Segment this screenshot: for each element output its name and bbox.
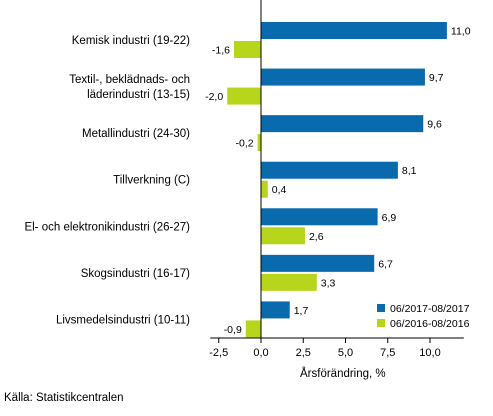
category-label: El- och elektronikindustri (26-27): [24, 221, 190, 233]
bar-2016: [261, 227, 305, 245]
bar-2017: [261, 208, 378, 226]
data-label: 6,9: [382, 212, 397, 224]
bar-2017: [261, 22, 447, 39]
category-label: läderindustri (13-15): [87, 89, 190, 101]
labels-layer: Kemisk industri (19-22) 11,0 -1,6 Textil-, …: [24, 26, 470, 336]
x-axis: -2,5 0,0 2,5 5,0 7,5 10,0 Årsförändring, %: [209, 0, 464, 380]
x-tick-label: 5,0: [338, 347, 353, 359]
x-tick-label: 2,5: [296, 347, 311, 359]
data-label: 8,1: [402, 165, 417, 177]
category-label: Skogsindustri (16-17): [81, 268, 190, 280]
bar-2017: [261, 161, 398, 179]
data-label: 0,4: [272, 184, 287, 196]
data-label: 9,6: [427, 119, 442, 131]
category-label: Textil-, beklädnads- och: [69, 74, 190, 86]
data-label: -0,2: [236, 138, 254, 150]
data-label: 2,6: [309, 231, 324, 243]
bar-2016: [227, 87, 261, 105]
data-label: 3,3: [321, 277, 336, 289]
bar-2016: [261, 180, 268, 198]
category-label: Kemisk industri (19-22): [72, 35, 190, 47]
data-label: 11,0: [451, 26, 471, 38]
data-label: 6,7: [378, 258, 393, 270]
bar-2017: [261, 68, 425, 86]
category-label: Metallindustri (24-30): [82, 128, 190, 140]
data-label: -0,9: [224, 324, 242, 336]
legend-swatch: [377, 319, 385, 327]
bar-2016: [261, 273, 317, 291]
data-label: -2,0: [205, 91, 223, 103]
bar-2017: [261, 115, 424, 133]
legend-label: 06/2017-08/2017: [390, 303, 470, 315]
legend-swatch: [377, 304, 385, 312]
legend-label: 06/2016-08/2016: [390, 318, 470, 330]
x-tick-label: -2,5: [209, 347, 228, 359]
bars-layer: [227, 22, 447, 338]
source-note: Källa: Statistikcentralen: [4, 392, 124, 404]
data-label: 1,7: [294, 305, 309, 317]
bar-2017: [261, 254, 375, 272]
data-label: -1,6: [212, 45, 230, 57]
bar-2017: [261, 301, 290, 319]
bar-2016: [233, 41, 261, 58]
category-label: Livsmedelsindustri (10-11): [56, 314, 190, 326]
x-tick-label: 7,5: [380, 347, 395, 359]
data-label: 9,7: [429, 72, 444, 84]
x-axis-title: Årsförändring, %: [300, 367, 386, 380]
bar-2016: [245, 320, 261, 338]
x-tick-label: 10,0: [419, 347, 440, 359]
category-label: Tillverkning (C): [113, 175, 190, 187]
bar-2016: [257, 134, 261, 152]
x-tick-label: 0,0: [253, 347, 268, 359]
legend: 06/2017-08/2017 06/2016-08/2016: [377, 303, 470, 330]
